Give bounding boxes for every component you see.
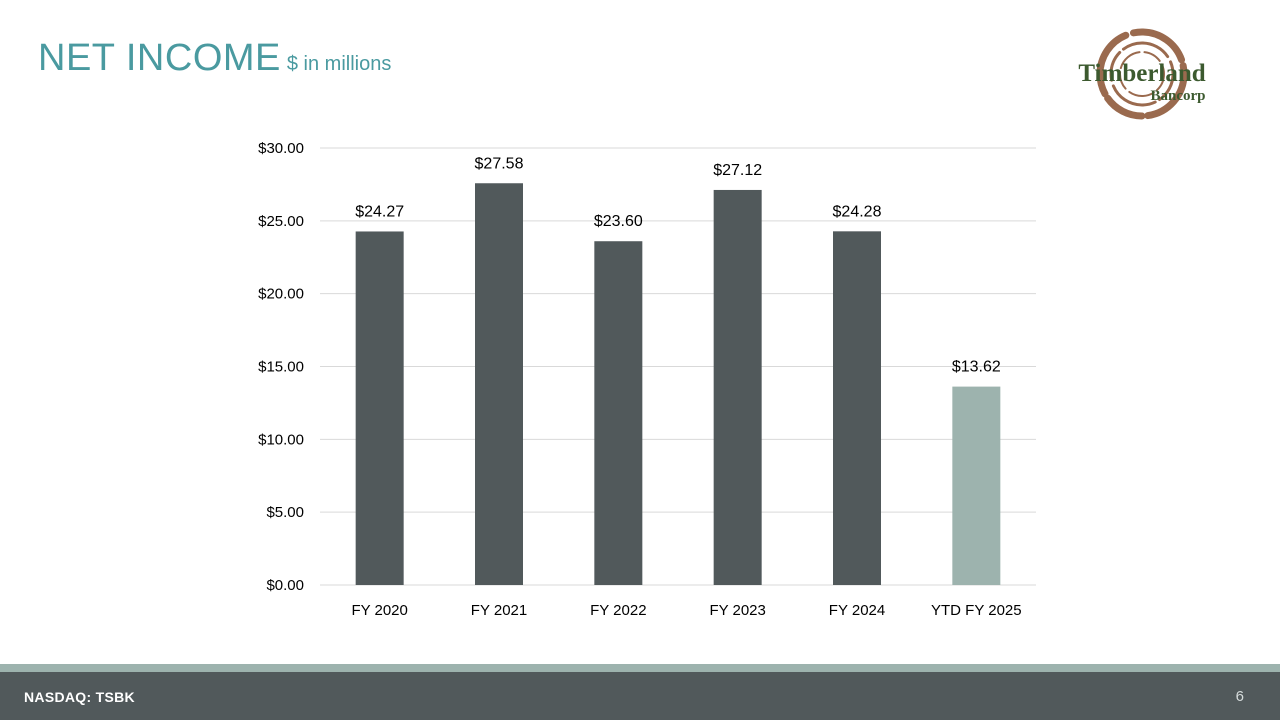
tree-ring-icon — [1096, 28, 1188, 120]
x-tick-label: FY 2024 — [829, 602, 885, 619]
footer-bar — [0, 672, 1280, 720]
tree-ring-middle — [1109, 41, 1175, 107]
bar — [355, 231, 404, 586]
bar — [833, 231, 881, 585]
x-tick-label: YTD FY 2025 — [931, 602, 1022, 619]
page-number: 6 — [1235, 688, 1244, 705]
x-tick-label: FY 2021 — [471, 602, 527, 619]
chart-bars — [355, 183, 1001, 586]
bar-value-label: $24.27 — [355, 203, 404, 220]
x-tick-label: FY 2022 — [590, 602, 646, 619]
tree-ring-outer — [1096, 28, 1188, 120]
y-tick-label: $30.00 — [258, 140, 304, 157]
bar — [475, 183, 523, 585]
y-tick-label: $5.00 — [266, 504, 304, 521]
y-tick-label: $25.00 — [258, 213, 304, 230]
tree-ring-inner — [1119, 51, 1165, 97]
chart-value-labels: $24.27 $27.58 $23.60 $27.12 $24.28 $13.62 — [355, 155, 1001, 375]
x-tick-label: FY 2023 — [709, 602, 765, 619]
bar-value-label: $13.62 — [952, 359, 1001, 376]
chart-x-ticks: FY 2020 FY 2021 FY 2022 FY 2023 FY 2024 YTD F… — [351, 602, 1021, 619]
x-tick-label: FY 2020 — [351, 602, 407, 619]
y-tick-label: $10.00 — [258, 431, 304, 448]
footer-accent-band — [0, 664, 1280, 672]
footer-ticker: NASDAQ: TSBK — [24, 689, 135, 705]
bar — [952, 386, 1001, 585]
net-income-chart: $0.00 $5.00 $10.00 $15.00 $20.00 $25.00 $30.00… — [258, 140, 1036, 619]
bar — [594, 241, 643, 585]
chart-y-ticks: $0.00 $5.00 $10.00 $15.00 $20.00 $25.00 $30.00 — [258, 140, 304, 594]
timberland-logo: Timberland Bancorp — [1078, 28, 1206, 120]
y-tick-label: $0.00 — [266, 577, 304, 594]
bar-value-label: $23.60 — [594, 213, 643, 230]
page-title-text: NET INCOME — [38, 37, 281, 79]
bar — [713, 189, 762, 585]
bar-value-label: $24.28 — [833, 203, 882, 220]
logo-line1: Timberland — [1078, 60, 1205, 87]
page-subtitle: $ in millions — [286, 53, 392, 75]
y-tick-label: $15.00 — [258, 359, 304, 376]
bar-value-label: $27.58 — [475, 155, 524, 172]
y-tick-label: $20.00 — [258, 286, 304, 303]
bar-value-label: $27.12 — [713, 162, 762, 179]
page-title: NET INCOME $ in millions — [38, 36, 391, 82]
chart-gridlines — [320, 147, 1036, 586]
logo-line2: Bancorp — [1150, 88, 1205, 104]
